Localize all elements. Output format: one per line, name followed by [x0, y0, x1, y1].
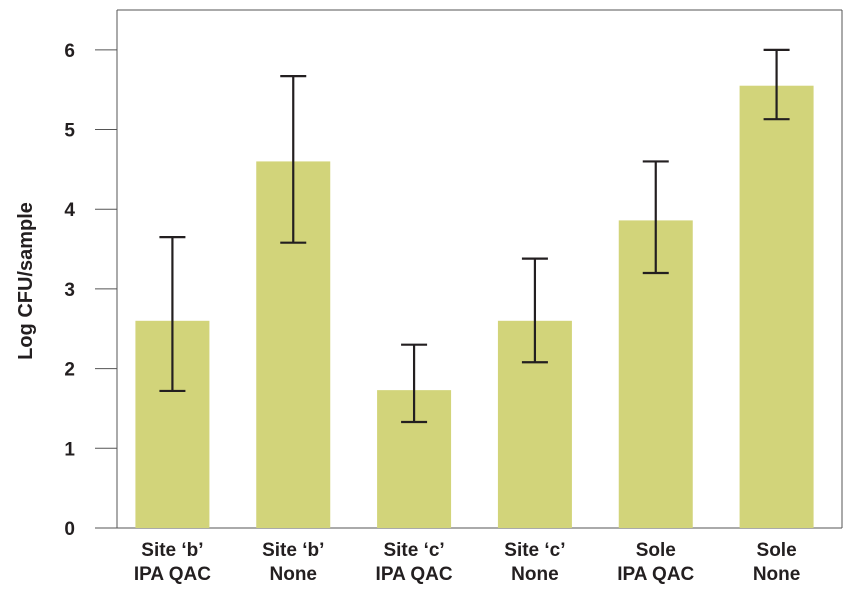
y-tick-label: 1: [64, 439, 75, 460]
x-tick-label: IPA QAC: [376, 564, 453, 585]
bar: [739, 85, 814, 528]
x-tick-label: Site ‘b’: [262, 540, 324, 561]
x-tick-label: Site ‘c’: [504, 540, 565, 561]
y-tick-label: 4: [64, 200, 75, 221]
y-tick-label: 0: [64, 519, 75, 540]
y-tick-label: 2: [64, 360, 75, 381]
x-tick-label: None: [511, 564, 559, 585]
y-tick-label: 5: [64, 121, 75, 142]
x-tick-label: Site ‘c’: [383, 540, 444, 561]
x-tick-label: Sole: [636, 540, 676, 561]
y-axis-label: Log CFU/sample: [15, 202, 37, 360]
x-tick-label: Sole: [757, 540, 797, 561]
x-tick-label: IPA QAC: [134, 564, 211, 585]
x-tick-label: Site ‘b’: [141, 540, 203, 561]
y-tick-label: 3: [64, 280, 75, 301]
x-tick-label: None: [753, 564, 801, 585]
x-tick-label: IPA QAC: [617, 564, 694, 585]
x-tick-label: None: [270, 564, 318, 585]
y-tick-label: 6: [64, 41, 75, 62]
